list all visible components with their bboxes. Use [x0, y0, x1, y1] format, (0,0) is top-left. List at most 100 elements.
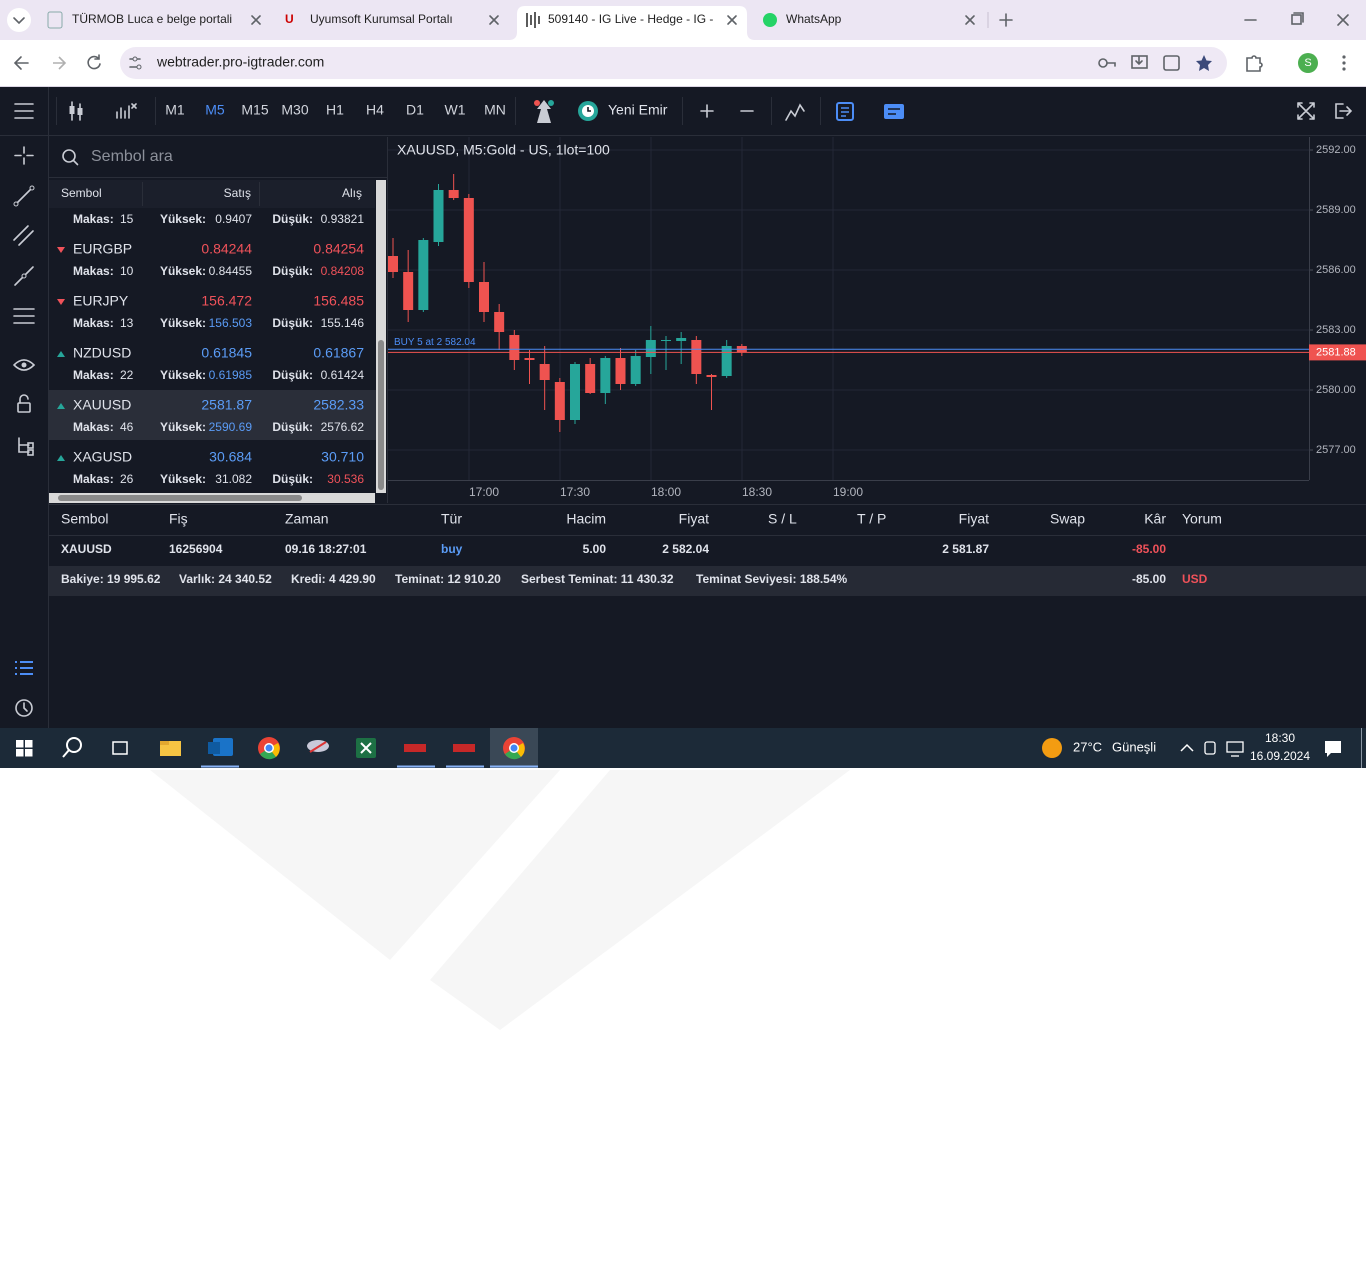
line-tool[interactable]	[13, 185, 35, 207]
column-header: Fiyat	[679, 511, 709, 527]
high-label: Yüksek:	[160, 264, 206, 278]
low-value: 0.61424	[321, 368, 365, 382]
candle-body	[524, 358, 535, 360]
watchlist-row[interactable]: Makas: 15 Yüksek: 0.9407 Düşük: 0.93821	[73, 212, 364, 226]
notifications[interactable]	[1325, 741, 1341, 757]
close-window[interactable]	[1337, 14, 1349, 26]
price-tag	[1309, 344, 1366, 361]
timeframe-button[interactable]: H1	[326, 102, 344, 118]
spread-label: Makas:	[73, 264, 114, 278]
explorer-app[interactable]	[160, 741, 181, 756]
task-view[interactable]	[112, 741, 128, 755]
tab-title[interactable]: TÜRMOB Luca e belge portali	[72, 12, 232, 26]
spread-value: 13	[120, 316, 134, 330]
zoom-in[interactable]	[700, 104, 714, 118]
column-header: S / L	[768, 511, 797, 527]
bookmark-star[interactable]	[1196, 55, 1212, 71]
indicators-button[interactable]	[116, 103, 137, 119]
watchlist-row[interactable]: EURGBP 0.84244 0.84254 Makas: 10 Yüksek: 0.844…	[57, 241, 364, 278]
fullscreen-button[interactable]	[1297, 102, 1315, 120]
app-icon[interactable]	[307, 740, 329, 753]
watchlist-row[interactable]: XAUUSD 2581.87 2582.33 Makas: 46 Yüksek: 2590.…	[49, 390, 376, 440]
object-tree[interactable]	[18, 437, 34, 456]
install-icon[interactable]	[1131, 55, 1148, 69]
timeframe-button[interactable]: M1	[165, 102, 185, 118]
tray-icon[interactable]	[1204, 741, 1216, 755]
timeframe-button[interactable]: H4	[366, 102, 384, 118]
start-button[interactable]	[16, 740, 33, 757]
reload-button[interactable]	[87, 54, 101, 70]
ds-app[interactable]	[397, 738, 435, 768]
history[interactable]	[15, 699, 33, 717]
timeframe-button[interactable]: W1	[445, 102, 466, 118]
temperature[interactable]: 27°C	[1073, 739, 1102, 754]
network-icon[interactable]	[1226, 741, 1244, 757]
tray-expand[interactable]	[1180, 743, 1194, 752]
ds-app[interactable]	[446, 744, 484, 768]
spread-value: 26	[120, 472, 134, 486]
new-order-label[interactable]: Yeni Emir	[608, 102, 668, 118]
new-tab[interactable]	[999, 13, 1013, 27]
scrollbar-thumb[interactable]	[58, 495, 302, 501]
orders-list[interactable]	[15, 661, 33, 675]
hamburger-menu[interactable]	[14, 103, 34, 119]
trade-panel-button[interactable]	[884, 104, 904, 119]
tab-title[interactable]: 509140 - IG Live - Hedge - IG -	[548, 12, 713, 26]
timeframe-button[interactable]: M5	[205, 102, 225, 118]
search-input[interactable]: Sembol ara	[91, 148, 173, 165]
candle-body	[630, 356, 641, 384]
tab-title[interactable]: Uyumsoft Kurumsal Portalı	[310, 12, 453, 26]
y-tick-label: 2589.00	[1316, 204, 1356, 216]
search-button[interactable]	[62, 737, 82, 758]
watchlist-header-bg	[49, 180, 375, 208]
watchlist-row[interactable]: NZDUSD 0.61845 0.61867 Makas: 22 Yüksek: 0.619…	[57, 345, 364, 382]
excel-app[interactable]	[356, 738, 376, 758]
password-icon[interactable]	[1098, 58, 1116, 68]
menu-button[interactable]	[1342, 55, 1346, 71]
new-order-button[interactable]	[578, 101, 598, 121]
watchlist-row[interactable]: EURJPY 156.472 156.485 Makas: 13 Yüksek: 156.5…	[57, 293, 364, 330]
timeframe-button[interactable]: D1	[406, 102, 424, 118]
tab-title[interactable]: WhatsApp	[786, 12, 842, 26]
account-summary: Serbest Teminat: 11 430.32	[521, 572, 674, 586]
indicator-list[interactable]	[785, 103, 805, 121]
back-button[interactable]	[13, 56, 29, 70]
scrollbar-thumb[interactable]	[378, 340, 384, 490]
tab-close[interactable]	[965, 15, 975, 25]
forward-button[interactable]	[53, 56, 67, 70]
logout-button[interactable]	[1335, 103, 1353, 119]
position-cell: -85.00	[1132, 542, 1166, 556]
chrome-app[interactable]	[490, 737, 538, 768]
tab-list-button[interactable]	[7, 8, 31, 32]
crosshair-tool[interactable]	[14, 146, 34, 165]
restore[interactable]	[1291, 12, 1304, 25]
fib-tool[interactable]	[14, 266, 34, 286]
weather[interactable]: Güneşli	[1112, 739, 1156, 754]
clock-date[interactable]: 16.09.2024	[1250, 749, 1310, 763]
templates-button[interactable]	[836, 102, 854, 121]
timeframe-button[interactable]: M15	[241, 102, 268, 118]
tab-close[interactable]	[251, 15, 261, 25]
omnibox[interactable]	[120, 47, 1227, 79]
symbol: EURGBP	[73, 241, 132, 257]
timeframe-button[interactable]: M30	[281, 102, 308, 118]
expert-button[interactable]	[534, 100, 554, 123]
chrome-app[interactable]	[258, 737, 280, 760]
site-info[interactable]	[129, 56, 142, 70]
extensions[interactable]	[1246, 55, 1263, 72]
clock-time[interactable]: 18:30	[1265, 731, 1295, 745]
timeframe-button[interactable]: MN	[484, 102, 506, 118]
text-tool[interactable]	[13, 308, 35, 324]
outlook-app[interactable]	[201, 738, 239, 768]
chart-type-button[interactable]	[69, 101, 83, 121]
watchlist-row[interactable]: XAGUSD 30.684 30.710 Makas: 26 Yüksek: 31.082 D…	[57, 449, 364, 486]
channel-tool[interactable]	[13, 225, 34, 246]
translate-icon[interactable]	[1163, 55, 1180, 71]
profile-avatar[interactable]	[1298, 53, 1318, 73]
tab-close[interactable]	[727, 15, 737, 25]
tab-close[interactable]	[489, 15, 499, 25]
visibility-toggle[interactable]	[13, 359, 36, 371]
lock-toggle[interactable]	[17, 394, 31, 413]
weather-icon[interactable]	[1042, 738, 1062, 758]
